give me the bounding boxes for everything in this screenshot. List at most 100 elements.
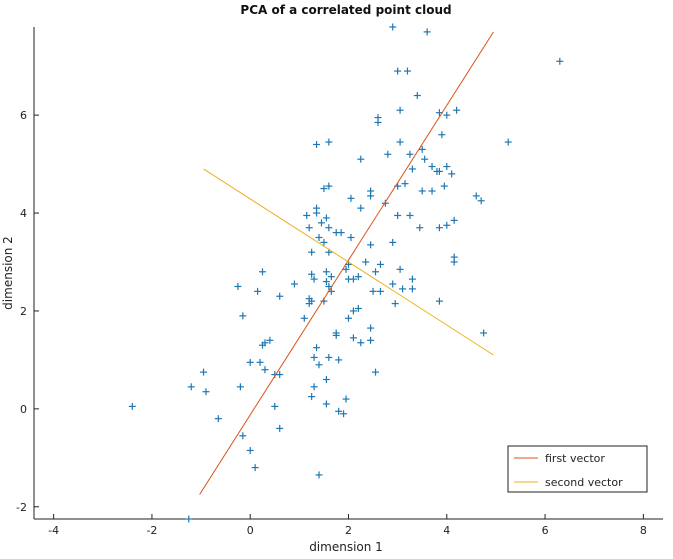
- data-point: [421, 155, 429, 163]
- data-point: [310, 353, 318, 361]
- legend: first vector second vector: [507, 445, 648, 493]
- data-point: [362, 258, 370, 266]
- data-point: [202, 388, 210, 396]
- data-point: [443, 163, 451, 171]
- data-point: [332, 331, 340, 339]
- data-point: [322, 375, 330, 383]
- data-point: [376, 260, 384, 268]
- y-tick-label: -2: [16, 501, 27, 514]
- data-point: [335, 407, 343, 415]
- plot-frame: [33, 27, 663, 520]
- data-point: [391, 300, 399, 308]
- data-point: [266, 336, 274, 344]
- data-point: [320, 238, 328, 246]
- data-point: [453, 106, 461, 114]
- data-point: [408, 285, 416, 293]
- data-point: [128, 402, 136, 410]
- data-point: [322, 214, 330, 222]
- data-point: [310, 275, 318, 283]
- data-point: [313, 344, 321, 352]
- data-point: [322, 400, 330, 408]
- y-tick-label: 4: [20, 207, 27, 220]
- x-axis-label: dimension 1: [309, 540, 383, 554]
- data-point: [354, 273, 362, 281]
- data-point: [303, 211, 311, 219]
- data-point: [276, 371, 284, 379]
- data-point: [399, 285, 407, 293]
- data-point: [236, 383, 244, 391]
- data-point: [251, 464, 259, 472]
- data-point: [450, 216, 458, 224]
- data-point: [504, 138, 512, 146]
- data-point: [259, 268, 267, 276]
- data-point: [433, 167, 441, 175]
- data-point: [438, 131, 446, 139]
- y-tick-label: 6: [20, 109, 27, 122]
- data-point: [325, 182, 333, 190]
- data-point: [305, 300, 313, 308]
- data-point: [310, 383, 318, 391]
- data-point: [428, 187, 436, 195]
- data-point: [428, 163, 436, 171]
- data-point: [322, 278, 330, 286]
- data-point: [214, 415, 222, 423]
- data-point: [185, 515, 193, 523]
- data-point: [357, 155, 365, 163]
- data-point: [396, 138, 404, 146]
- data-point: [448, 170, 456, 178]
- data-point: [435, 297, 443, 305]
- series-line-first-vector: [199, 31, 494, 495]
- data-point: [239, 432, 247, 440]
- data-point: [556, 57, 564, 65]
- data-point: [354, 304, 362, 312]
- x-tick-label: 2: [345, 524, 352, 537]
- data-point: [349, 334, 357, 342]
- data-point: [259, 341, 267, 349]
- data-point: [340, 410, 348, 418]
- data-point: [384, 150, 392, 158]
- data-point: [367, 324, 375, 332]
- data-point: [367, 336, 375, 344]
- data-point: [308, 270, 316, 278]
- lines-layer: [199, 31, 494, 495]
- data-point: [256, 358, 264, 366]
- data-point: [374, 118, 382, 126]
- x-tick-label: 4: [443, 524, 450, 537]
- x-tick-label: -4: [48, 524, 59, 537]
- data-point: [403, 67, 411, 75]
- data-point: [418, 145, 426, 153]
- data-point: [305, 224, 313, 232]
- data-point: [396, 265, 404, 273]
- data-point: [246, 358, 254, 366]
- data-point: [372, 368, 380, 376]
- data-point: [320, 185, 328, 193]
- data-point: [443, 221, 451, 229]
- points-layer: [128, 23, 564, 523]
- data-point: [376, 287, 384, 295]
- data-point: [416, 224, 424, 232]
- data-point: [315, 234, 323, 242]
- data-point: [372, 268, 380, 276]
- data-point: [342, 395, 350, 403]
- data-point: [315, 361, 323, 369]
- x-tick-label: 8: [640, 524, 647, 537]
- data-point: [450, 258, 458, 266]
- data-point: [357, 339, 365, 347]
- data-point: [443, 111, 451, 119]
- data-point: [408, 165, 416, 173]
- data-point: [325, 224, 333, 232]
- data-point: [276, 292, 284, 300]
- data-point: [347, 234, 355, 242]
- data-point: [234, 282, 242, 290]
- data-point: [345, 275, 352, 283]
- x-tick-label: 0: [247, 524, 254, 537]
- data-point: [313, 209, 321, 217]
- data-point: [271, 402, 279, 410]
- data-point: [261, 366, 269, 374]
- data-point: [337, 229, 345, 237]
- data-point: [349, 307, 357, 315]
- x-tick-label: 6: [542, 524, 549, 537]
- data-point: [200, 368, 208, 376]
- data-point: [325, 353, 333, 361]
- data-point: [381, 199, 389, 207]
